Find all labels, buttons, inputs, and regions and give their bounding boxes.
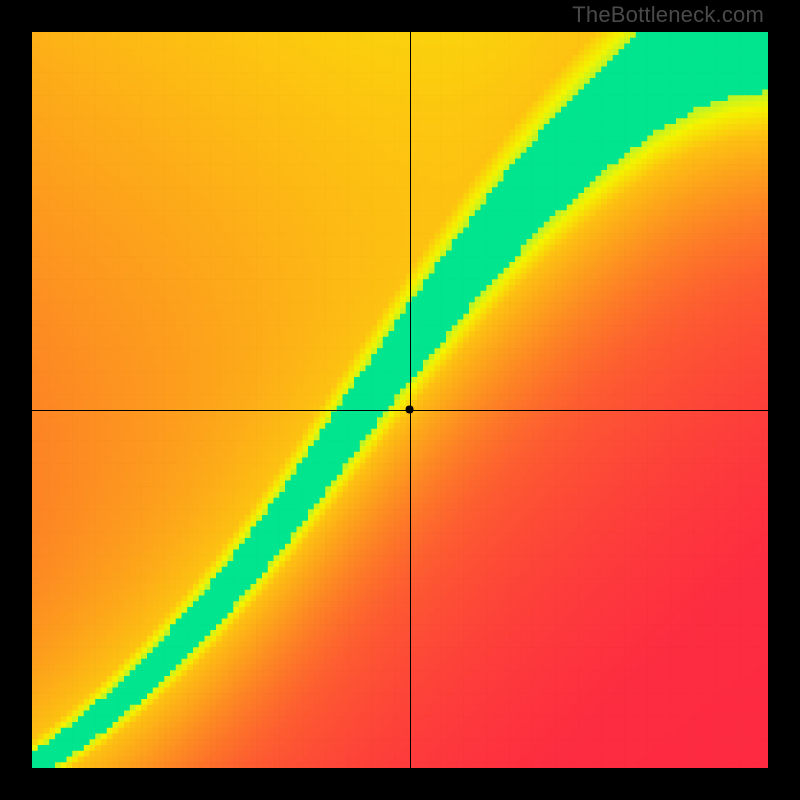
watermark-text: TheBottleneck.com	[572, 2, 764, 28]
bottleneck-heatmap: TheBottleneck.com	[0, 0, 800, 800]
heatmap-canvas	[0, 0, 800, 800]
